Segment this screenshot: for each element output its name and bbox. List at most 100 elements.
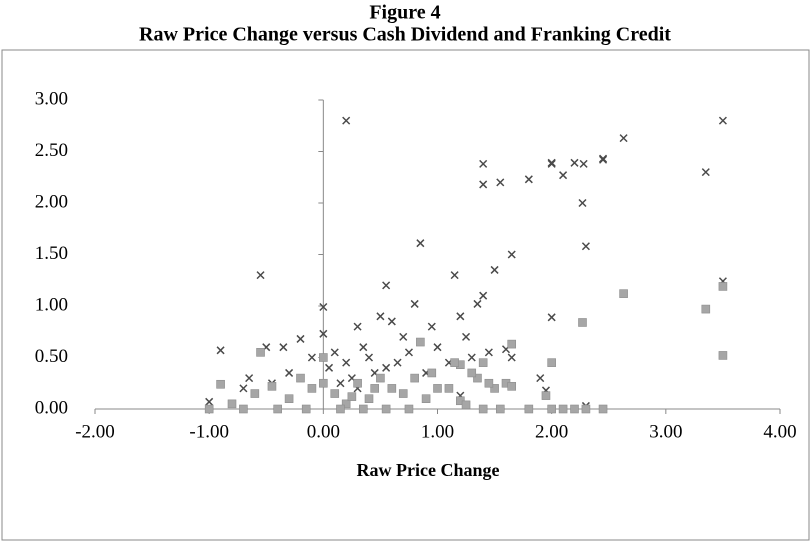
cross-point	[579, 159, 588, 168]
square-point	[216, 379, 225, 389]
square-point	[319, 378, 328, 388]
square-point	[578, 318, 587, 327]
square-point	[507, 382, 517, 391]
cross-point	[382, 281, 391, 290]
x-tick-label: 0.00	[307, 421, 340, 442]
square-point	[284, 394, 294, 404]
cross-point	[536, 374, 545, 383]
cross-point	[450, 271, 459, 280]
x-tick-label: 4.00	[763, 421, 796, 442]
cross-point	[462, 332, 471, 341]
square-point	[398, 389, 408, 398]
y-tick-label: 1.50	[35, 243, 68, 264]
square-point	[433, 384, 442, 393]
cross-point	[393, 358, 402, 367]
square-point	[444, 384, 454, 393]
cross-point	[336, 379, 345, 388]
square-point	[256, 348, 265, 357]
square-point	[507, 339, 517, 349]
x-tick-label: 1.00	[421, 421, 454, 442]
cross-point	[216, 346, 225, 355]
square-point	[619, 289, 628, 298]
square-point	[227, 399, 237, 409]
square-point	[267, 382, 277, 391]
y-tick-label: 0.50	[35, 346, 68, 367]
square-point	[547, 358, 556, 367]
cross-point	[479, 180, 488, 189]
square-point	[336, 404, 345, 414]
cross-point	[245, 374, 254, 383]
cross-point	[570, 158, 579, 167]
square-point	[547, 404, 556, 414]
square-point	[461, 400, 471, 410]
square-point	[370, 384, 380, 393]
square-point	[341, 399, 351, 409]
cross-point	[547, 313, 556, 322]
square-point	[410, 373, 419, 383]
cross-point	[404, 348, 413, 357]
square-point	[541, 391, 551, 400]
square-point	[467, 368, 477, 378]
cross-point	[559, 171, 568, 180]
cross-point	[353, 322, 362, 331]
cross-point	[524, 175, 533, 184]
cross-point	[581, 242, 590, 251]
cross-point	[330, 348, 339, 357]
x-tick-label: -1.00	[189, 421, 229, 442]
cross-point	[433, 343, 442, 352]
cross-point	[319, 302, 328, 312]
cross-point	[399, 332, 408, 341]
cross-point	[296, 334, 305, 343]
cross-point	[507, 353, 516, 362]
cross-point	[427, 322, 436, 331]
square-point	[416, 337, 425, 347]
cross-point	[416, 239, 425, 248]
square-point	[484, 378, 494, 388]
square-point	[381, 404, 391, 414]
square-point	[358, 404, 368, 414]
cross-point	[467, 353, 476, 362]
cross-point	[239, 384, 248, 393]
x-tick-label: -2.00	[75, 421, 115, 442]
cross-point	[410, 299, 419, 308]
y-tick-label: 3.00	[35, 88, 68, 109]
cross-point	[473, 299, 482, 308]
chart-subtitle: Raw Price Change versus Cash Dividend an…	[139, 24, 671, 46]
cross-point	[479, 291, 488, 300]
cross-point	[205, 397, 214, 406]
chart-title: Figure 4	[369, 2, 440, 24]
cross-point	[599, 155, 608, 164]
square-point	[404, 404, 414, 414]
square-point	[273, 404, 282, 414]
cross-point	[376, 312, 385, 321]
y-tick-label: 1.00	[35, 294, 68, 315]
square-point	[250, 389, 260, 398]
cross-point	[718, 116, 727, 125]
square-point	[301, 404, 311, 414]
square-point	[387, 384, 397, 393]
cross-point	[342, 116, 351, 125]
square-point	[347, 392, 357, 401]
x-tick-label: 2.00	[535, 421, 568, 442]
square-point	[718, 282, 728, 291]
cross-point	[342, 358, 351, 367]
square-point	[307, 384, 317, 393]
cross-point	[490, 265, 499, 274]
y-tick-label: 0.00	[35, 397, 68, 418]
square-point	[701, 304, 711, 314]
square-point	[478, 358, 488, 367]
cross-point	[701, 168, 710, 177]
square-point	[490, 384, 499, 393]
x-tick-label: 3.00	[649, 421, 682, 442]
cross-point	[364, 353, 374, 362]
chart-border	[1, 49, 810, 541]
square-point	[450, 358, 459, 367]
cross-point	[484, 348, 493, 357]
square-point	[427, 368, 437, 378]
cross-point	[547, 158, 556, 167]
y-tick-label: 2.50	[35, 140, 68, 161]
x-axis-title: Raw Price Change	[357, 460, 500, 480]
square-point	[353, 378, 362, 388]
square-point	[330, 389, 340, 398]
